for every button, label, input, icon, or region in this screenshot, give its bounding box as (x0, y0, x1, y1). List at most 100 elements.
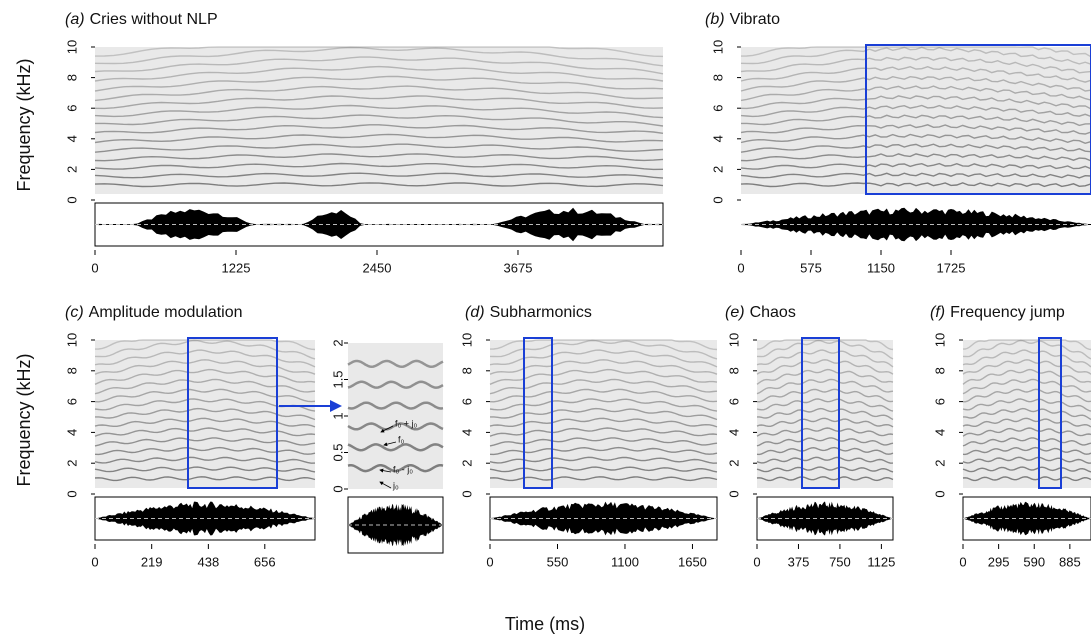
harmonic (489, 378, 718, 395)
harmonic (756, 398, 894, 412)
harmonic (489, 466, 718, 473)
harmonic (94, 153, 664, 162)
harmonic (347, 380, 444, 389)
spectrogram-background (963, 340, 1091, 488)
harmonic (962, 466, 1091, 473)
harmonic (740, 95, 1091, 110)
y-tick-label: 1.5 (330, 370, 345, 388)
harmonic (489, 349, 718, 368)
x-tick-label: 295 (988, 554, 1010, 569)
harmonic (94, 133, 664, 144)
harmonic (756, 427, 894, 437)
y-tick-label: 6 (64, 105, 79, 112)
y-tick-label: 10 (64, 40, 79, 54)
y-tick-label: 10 (459, 333, 474, 347)
harmonic (489, 368, 718, 385)
harmonic (756, 349, 894, 368)
x-tick-label: 550 (547, 554, 569, 569)
y-tick-label: 6 (710, 105, 725, 112)
y-axis-label: Frequency (kHz) (14, 58, 34, 191)
y-tick-label: 8 (710, 74, 725, 81)
harmonic (94, 359, 316, 375)
harmonic (489, 476, 718, 482)
x-tick-label: 590 (1023, 554, 1045, 569)
x-tick-label: 3675 (504, 260, 533, 275)
harmonic (94, 368, 316, 385)
y-tick-label: 4 (459, 429, 474, 436)
x-tick-label: 656 (254, 554, 276, 569)
y-tick-label: 2 (932, 460, 947, 467)
harmonic (756, 359, 894, 375)
annotation-arrow (380, 425, 394, 433)
harmonic (94, 417, 316, 428)
panel-label: (c) (65, 304, 84, 321)
spectrogram-background (757, 340, 893, 488)
x-tick-label: 750 (829, 554, 851, 569)
harmonic (94, 339, 316, 360)
y-tick-label: 8 (64, 74, 79, 81)
harmonic (962, 476, 1091, 482)
y-tick-label: 8 (932, 367, 947, 374)
panel-name: Amplitude modulation (89, 304, 243, 321)
harmonic (94, 143, 664, 153)
y-tick-label: 8 (459, 367, 474, 374)
panel-title: (c) Amplitude modulation (65, 304, 243, 321)
panel-title: (e) Chaos (725, 304, 796, 321)
harmonic (740, 56, 1091, 74)
harmonic (94, 182, 664, 188)
y-tick-label: 0 (64, 196, 79, 203)
y-tick-label: 6 (932, 398, 947, 405)
harmonic (740, 182, 1091, 188)
panel-title: (d) Subharmonics (465, 304, 592, 321)
y-tick-label: 0 (459, 490, 474, 497)
harmonic (962, 456, 1091, 464)
harmonic (756, 456, 894, 464)
x-tick-label: 2450 (363, 260, 392, 275)
harmonic (94, 46, 664, 67)
harmonic (962, 437, 1091, 447)
harmonic (94, 437, 316, 447)
x-tick-label: 1650 (678, 554, 707, 569)
x-tick-label: 0 (959, 554, 966, 569)
harmonic (94, 466, 316, 473)
x-tick-label: 885 (1059, 554, 1081, 569)
panel: 0 2 4 6 8 10 0 219 438 656 (c) Amplitude modulation (64, 304, 316, 569)
harmonic (94, 349, 316, 368)
y-tick-label: 1 (330, 412, 345, 419)
x-tick-label: 1125 (867, 554, 895, 569)
harmonic (740, 65, 1091, 83)
harmonic (756, 368, 894, 385)
highlight-box (1038, 337, 1062, 489)
y-tick-label: 0 (932, 490, 947, 497)
harmonic (489, 446, 718, 456)
harmonic (740, 153, 1091, 162)
harmonic (756, 466, 894, 473)
x-tick-label: 219 (141, 554, 163, 569)
panel-label: (e) (725, 304, 745, 321)
panel-name: Frequency jump (950, 304, 1065, 321)
harmonic (489, 417, 718, 428)
panel-title: (b) Vibrato (705, 11, 780, 28)
harmonic (963, 407, 1091, 421)
harmonic (489, 339, 718, 360)
harmonic (962, 427, 1091, 437)
harmonic (489, 398, 718, 412)
harmonic (94, 378, 316, 395)
annotation-arrow (379, 481, 392, 489)
harmonic (740, 124, 1091, 135)
y-tick-label: 8 (726, 367, 741, 374)
harmonic (962, 339, 1091, 351)
annotation: f₀ (398, 434, 405, 444)
harmonic (94, 46, 664, 58)
harmonic (756, 476, 894, 482)
harmonic (347, 463, 444, 473)
highlight-box (801, 337, 840, 489)
harmonic (756, 378, 894, 395)
harmonic (962, 378, 1091, 395)
x-tick-label: 1100 (611, 554, 639, 569)
harmonic (756, 388, 894, 403)
annotation: f₀ - j₀ (393, 464, 413, 474)
y-tick-label: 2 (330, 339, 345, 346)
y-tick-label: 6 (64, 398, 79, 405)
y-tick-label: 4 (726, 429, 741, 436)
